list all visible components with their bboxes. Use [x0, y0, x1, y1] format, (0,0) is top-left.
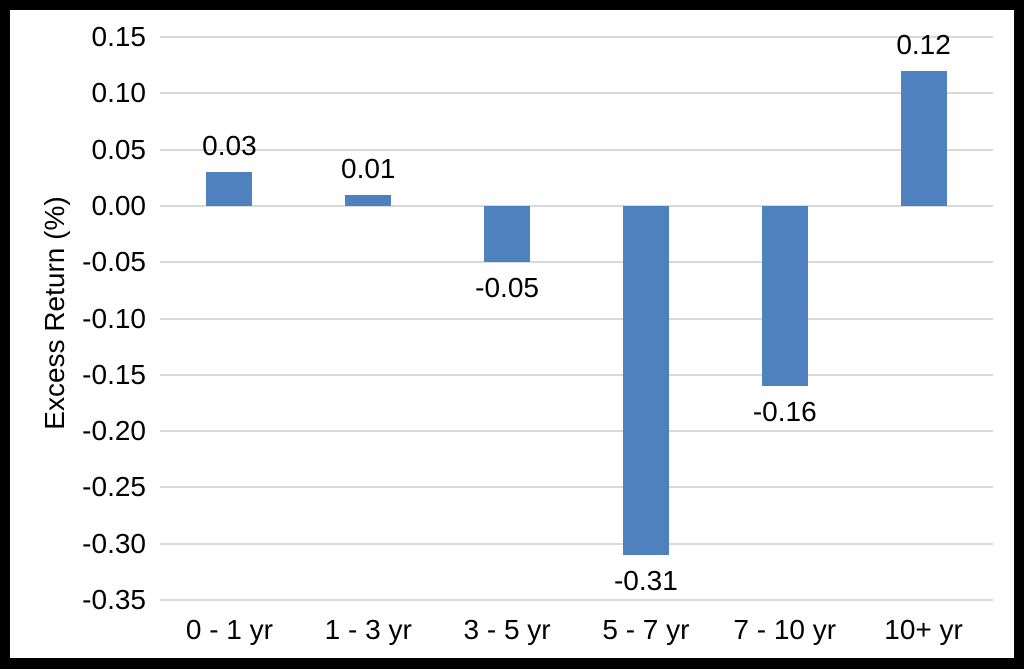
gridline — [160, 92, 993, 95]
gridline — [160, 148, 993, 151]
gridline — [160, 317, 993, 320]
bar-7-10yr — [761, 205, 808, 387]
bar-5-7yr — [622, 205, 669, 555]
gridline — [160, 599, 993, 601]
bar-1-3yr — [345, 194, 392, 206]
gridline — [160, 430, 993, 433]
x-tick-label: 7 - 10 yr — [733, 614, 837, 645]
y-tick-label: -0.30 — [82, 527, 146, 559]
y-tick-label: -0.35 — [82, 584, 146, 615]
bar-value-label: -0.31 — [613, 564, 678, 596]
chart-canvas: Excess Return (%) 0.15 0.10 0.05 0.00 -0.05-… — [10, 10, 1014, 658]
gridline — [160, 542, 993, 545]
x-tick-label: 3 - 5 yr — [463, 614, 551, 645]
x-tick-label: 10+ yr — [884, 614, 963, 645]
bar-value-label: -0.16 — [752, 396, 817, 428]
bar-value-label: 0.03 — [202, 130, 257, 162]
x-tick-label: 5 - 7 yr — [602, 614, 690, 645]
y-tick-label: -0.15 — [82, 358, 146, 390]
bar-0-1yr — [206, 172, 253, 206]
gridline — [160, 36, 993, 38]
y-tick-label: 0.00 — [91, 189, 147, 221]
bar-value-label: 0.12 — [896, 28, 951, 60]
x-tick-label: 0 - 1 yr — [185, 614, 273, 645]
gridline — [160, 373, 993, 376]
y-tick-label: 0.15 — [91, 21, 147, 52]
bar-3-5yr — [484, 205, 531, 263]
bar-value-label: 0.01 — [341, 152, 396, 184]
bar-value-label: -0.05 — [475, 272, 539, 304]
x-tick-label: 1 - 3 yr — [324, 614, 412, 645]
gridline — [160, 261, 993, 264]
y-tick-label: 0.05 — [91, 133, 147, 165]
gridline — [160, 204, 993, 207]
y-tick-label: -0.25 — [82, 471, 146, 503]
y-tick-label: 0.10 — [91, 77, 147, 109]
y-tick-label: -0.10 — [82, 302, 146, 334]
bar-10+yr — [900, 70, 947, 206]
gridline — [160, 486, 993, 489]
y-tick-label: -0.05 — [82, 246, 146, 278]
y-tick-label: -0.20 — [82, 415, 146, 447]
